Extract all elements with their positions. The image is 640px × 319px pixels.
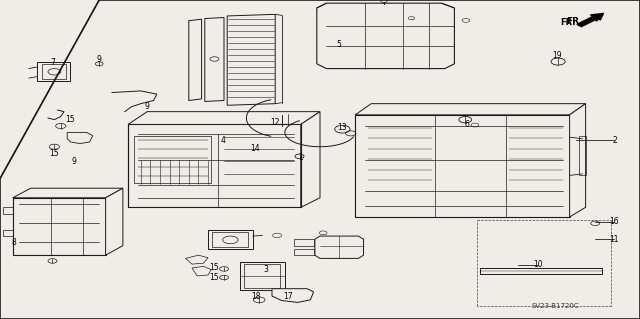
Text: 5: 5 xyxy=(337,40,342,49)
Text: 3: 3 xyxy=(263,265,268,274)
Text: 2: 2 xyxy=(612,136,617,145)
Polygon shape xyxy=(37,62,70,81)
Polygon shape xyxy=(208,230,253,249)
Text: FR.: FR. xyxy=(566,17,583,26)
Polygon shape xyxy=(128,112,320,124)
Polygon shape xyxy=(13,198,106,255)
Text: 10: 10 xyxy=(532,260,543,269)
Polygon shape xyxy=(128,124,301,207)
Text: FR.: FR. xyxy=(561,19,576,27)
Text: 16: 16 xyxy=(609,217,620,226)
Text: 15: 15 xyxy=(209,263,220,272)
Polygon shape xyxy=(106,188,123,255)
Polygon shape xyxy=(240,262,285,290)
Text: SV23-B1720C: SV23-B1720C xyxy=(531,303,579,309)
Bar xyxy=(134,136,211,183)
Text: 17: 17 xyxy=(283,292,293,301)
Text: 18: 18 xyxy=(252,292,260,301)
Bar xyxy=(244,264,280,288)
Text: 1: 1 xyxy=(298,153,303,162)
Polygon shape xyxy=(355,104,586,115)
Polygon shape xyxy=(570,104,586,217)
Text: 15: 15 xyxy=(49,149,60,158)
Polygon shape xyxy=(272,289,314,302)
Bar xyxy=(42,64,66,79)
Text: 15: 15 xyxy=(65,115,76,124)
Polygon shape xyxy=(480,268,602,274)
Text: 19: 19 xyxy=(552,51,562,60)
Text: 13: 13 xyxy=(337,123,348,132)
Text: 9: 9 xyxy=(145,102,150,111)
Polygon shape xyxy=(13,188,123,198)
Text: 6: 6 xyxy=(465,120,470,129)
Bar xyxy=(212,232,248,247)
Text: 9: 9 xyxy=(97,55,102,63)
Text: 11: 11 xyxy=(610,235,619,244)
Bar xyxy=(579,136,586,175)
Polygon shape xyxy=(67,132,93,144)
Text: 8: 8 xyxy=(12,238,17,247)
Text: 14: 14 xyxy=(250,144,260,153)
Text: 15: 15 xyxy=(209,273,220,282)
Text: 4: 4 xyxy=(220,136,225,145)
FancyArrow shape xyxy=(577,13,604,27)
Text: 7: 7 xyxy=(50,58,55,67)
Text: 9: 9 xyxy=(71,157,76,166)
Polygon shape xyxy=(301,112,320,207)
Polygon shape xyxy=(355,115,570,217)
Text: 12: 12 xyxy=(271,118,280,127)
Polygon shape xyxy=(315,236,364,258)
